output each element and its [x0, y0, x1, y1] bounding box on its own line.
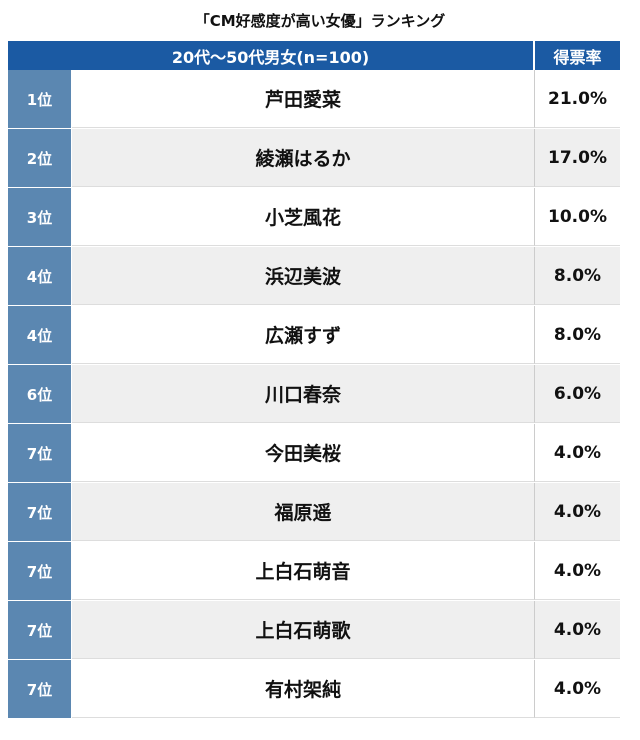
rate-cell: 4.0%: [535, 542, 620, 600]
rank-cell: 7位: [8, 542, 72, 600]
name-cell: 上白石萌歌: [72, 601, 535, 659]
table-row: 1位 芦田愛菜 21.0%: [8, 70, 620, 129]
name-cell: 上白石萌音: [72, 542, 535, 600]
table-row: 3位 小芝風花 10.0%: [8, 188, 620, 247]
table-row: 7位 有村架純 4.0%: [8, 660, 620, 719]
table-row: 7位 上白石萌歌 4.0%: [8, 601, 620, 660]
table-row: 4位 浜辺美波 8.0%: [8, 247, 620, 306]
header-row: 20代〜50代男女(n=100) 得票率: [8, 41, 620, 70]
rate-cell: 4.0%: [535, 660, 620, 718]
name-cell: 福原遥: [72, 483, 535, 541]
rank-cell: 7位: [8, 601, 72, 659]
table-row: 7位 福原遥 4.0%: [8, 483, 620, 542]
name-cell: 川口春奈: [72, 365, 535, 423]
rank-cell: 4位: [8, 247, 72, 305]
header-cell: 20代〜50代男女(n=100): [8, 41, 535, 70]
table-row: 2位 綾瀬はるか 17.0%: [8, 129, 620, 188]
table-row: 6位 川口春奈 6.0%: [8, 365, 620, 424]
rank-cell: 1位: [8, 70, 72, 128]
header-cell: 得票率: [553, 47, 602, 67]
ranking-table: 20代〜50代男女(n=100) 得票率 1位 芦田愛菜 21.0% 2位 綾瀬はるか 1…: [8, 41, 620, 719]
rate-cell: 8.0%: [535, 306, 620, 364]
rank-cell: 7位: [8, 424, 72, 482]
rank-cell: 7位: [8, 483, 72, 541]
rank-cell: 6位: [8, 365, 72, 423]
name-cell: 綾瀬はるか: [72, 129, 535, 187]
table-row: 7位 今田美桜 4.0%: [8, 424, 620, 483]
rate-cell: 10.0%: [535, 188, 620, 246]
name-cell: 広瀬すず: [72, 306, 535, 364]
rank-cell: 7位: [8, 660, 72, 718]
name-cell: 芦田愛菜: [72, 70, 535, 128]
title: 「CM好感度が高い女優」ランキング: [194, 12, 446, 30]
rank-cell: 3位: [8, 188, 72, 246]
rate-cell: 17.0%: [535, 129, 620, 187]
rank-cell: 4位: [8, 306, 72, 364]
rate-cell: 21.0%: [535, 70, 620, 128]
rate-cell: 6.0%: [535, 365, 620, 423]
table-row: 4位 広瀬すず 8.0%: [8, 306, 620, 365]
table-row: 7位 上白石萌音 4.0%: [8, 542, 620, 601]
rank-cell: 2位: [8, 129, 72, 187]
name-cell: 有村架純: [72, 660, 535, 718]
rate-cell: 4.0%: [535, 424, 620, 482]
name-cell: 今田美桜: [72, 424, 535, 482]
rate-cell: 4.0%: [535, 483, 620, 541]
name-cell: 浜辺美波: [72, 247, 535, 305]
name-cell: 小芝風花: [72, 188, 535, 246]
rate-cell: 8.0%: [535, 247, 620, 305]
rate-cell: 4.0%: [535, 601, 620, 659]
